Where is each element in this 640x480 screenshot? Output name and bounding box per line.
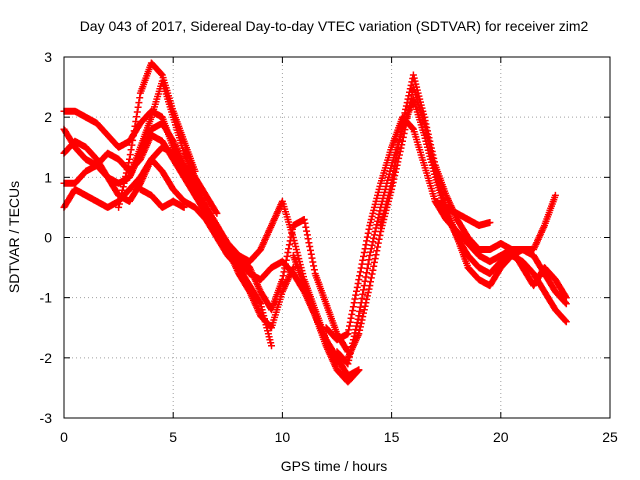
- x-tick-label: 25: [602, 429, 618, 445]
- data-markers: [136, 185, 188, 211]
- y-tick-label: 0: [44, 230, 52, 246]
- x-tick-label: 15: [384, 429, 400, 445]
- series-track-8: [136, 185, 188, 211]
- plot-frame: [63, 56, 611, 419]
- y-tick-label: -1: [40, 290, 53, 306]
- data-markers: [60, 155, 275, 350]
- y-tick-label: 2: [44, 109, 52, 125]
- x-tick-label: 0: [60, 429, 68, 445]
- data-markers: [60, 107, 363, 380]
- y-tick-label: 3: [44, 49, 52, 65]
- data-markers: [126, 77, 221, 217]
- data-markers: [115, 59, 199, 211]
- x-tick-label: 20: [493, 429, 509, 445]
- data-markers: [60, 125, 352, 356]
- series-track-9: [289, 252, 363, 386]
- y-tick-label: -2: [40, 350, 53, 366]
- series-track-5: [60, 155, 275, 350]
- x-tick-label: 5: [169, 429, 177, 445]
- y-axis-label: SDTVAR / TECUs: [6, 181, 22, 293]
- series-track-1: [60, 107, 363, 380]
- series-track-6: [115, 59, 199, 211]
- series-track-14: [377, 71, 570, 302]
- data-points: [60, 59, 570, 386]
- tick-labels: 0 5 10 15 20 25 -3 -2 -1 0 1 2 3: [40, 49, 618, 445]
- x-tick-label: 10: [275, 429, 291, 445]
- series-track-7: [126, 77, 221, 217]
- series-track-2: [60, 125, 352, 356]
- y-tick-label: 1: [44, 169, 52, 185]
- chart-title: Day 043 of 2017, Sidereal Day-to-day VTE…: [80, 18, 589, 34]
- y-tick-label: -3: [40, 410, 53, 426]
- x-axis-label: GPS time / hours: [281, 458, 388, 474]
- data-markers: [377, 71, 570, 302]
- data-markers: [289, 252, 363, 386]
